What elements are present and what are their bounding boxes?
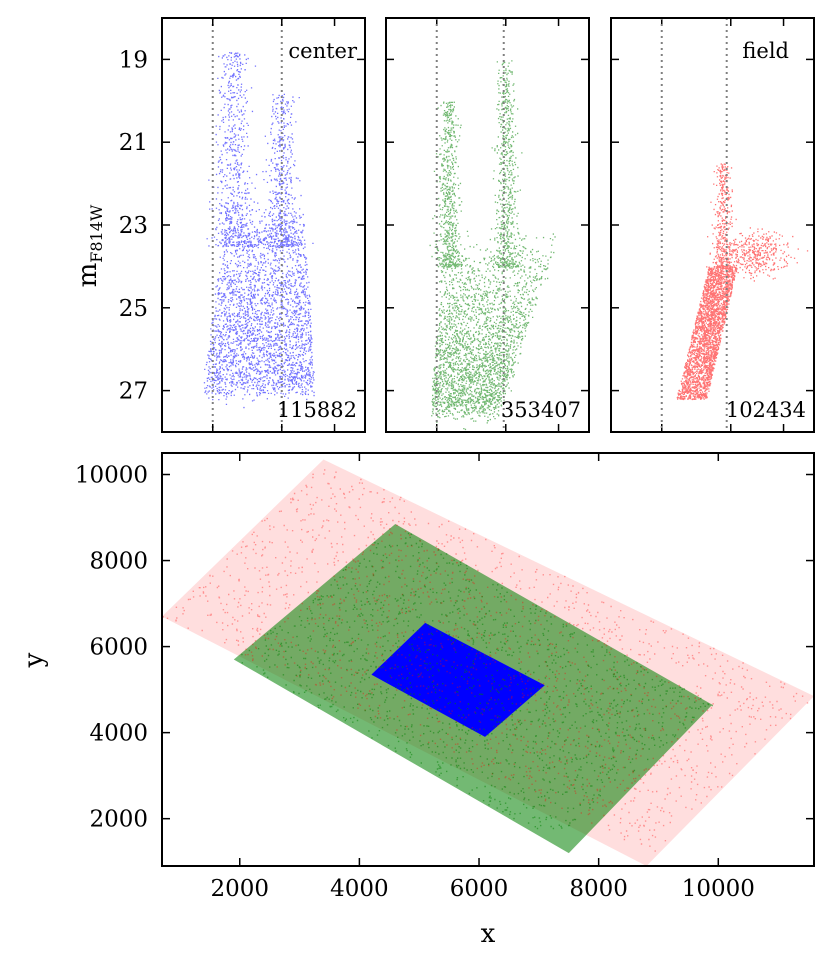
xy-x-tick-label: 10000 [682, 876, 755, 902]
cmd-field-points [611, 18, 814, 432]
xy-x-tick-label: 8000 [569, 876, 628, 902]
xy-y-tick-label: 10000 [75, 463, 148, 489]
cmd-y-ticks: 19 21 23 25 27 [119, 18, 365, 432]
cmd-field-frame [610, 17, 815, 433]
cmd-center-points [203, 52, 315, 409]
xy-y-axis-label: y [19, 652, 49, 668]
xy-x-axis-label: x [481, 919, 496, 949]
xy-y-tick-label: 6000 [89, 635, 148, 661]
cmd-y-axis-label-sub: F814W [87, 204, 106, 263]
cmd-y-tick-label: 19 [119, 47, 148, 73]
xy-y-tick-label: 4000 [89, 721, 148, 747]
cmd-y-axis-label-main: m [73, 263, 103, 288]
cmd-center-frame [161, 17, 366, 433]
cmd-mid-points [386, 18, 589, 432]
cmd-panel-mid: 353407 [385, 17, 590, 433]
xy-map-ticks: 2000 4000 6000 8000 10000 2000 4000 6000 8000 100… [75, 453, 814, 902]
cmd-center-count: 115882 [277, 398, 357, 422]
cmd-scatter-cmd-mid [429, 60, 556, 431]
xy-region-center [371, 622, 545, 737]
cmd-panel-field: field 102434 [610, 17, 815, 433]
xy-x-tick-label: 2000 [210, 876, 269, 902]
xy-y-tick-label: 2000 [89, 807, 148, 833]
xy-map-frame [161, 452, 815, 867]
cmd-field-count: 102434 [726, 398, 806, 422]
cmd-y-tick-label: 27 [119, 379, 148, 405]
xy-map-regions [162, 459, 814, 866]
cmd-mid-frame [385, 17, 590, 433]
cmd-field-label: field [742, 39, 789, 63]
xy-map-panel: 2000 4000 6000 8000 10000 2000 4000 6000 8000 100… [19, 452, 815, 949]
cmd-scatter-cmd-center [203, 52, 315, 409]
cmd-mid-count: 353407 [501, 398, 581, 422]
cmd-y-axis-label: mF814W [73, 204, 106, 287]
cmd-panel-center: center 115882 19 21 23 25 27 mF814W [73, 17, 366, 433]
xy-x-tick-label: 6000 [450, 876, 509, 902]
cmd-y-tick-label: 21 [119, 130, 148, 156]
cmd-center-label: center [288, 39, 358, 63]
cmd-y-tick-label: 25 [119, 296, 148, 322]
xy-y-tick-label: 8000 [89, 549, 148, 575]
cmd-scatter-cmd-field [676, 163, 809, 401]
xy-x-tick-label: 4000 [330, 876, 389, 902]
cmd-y-tick-label: 23 [119, 213, 148, 239]
